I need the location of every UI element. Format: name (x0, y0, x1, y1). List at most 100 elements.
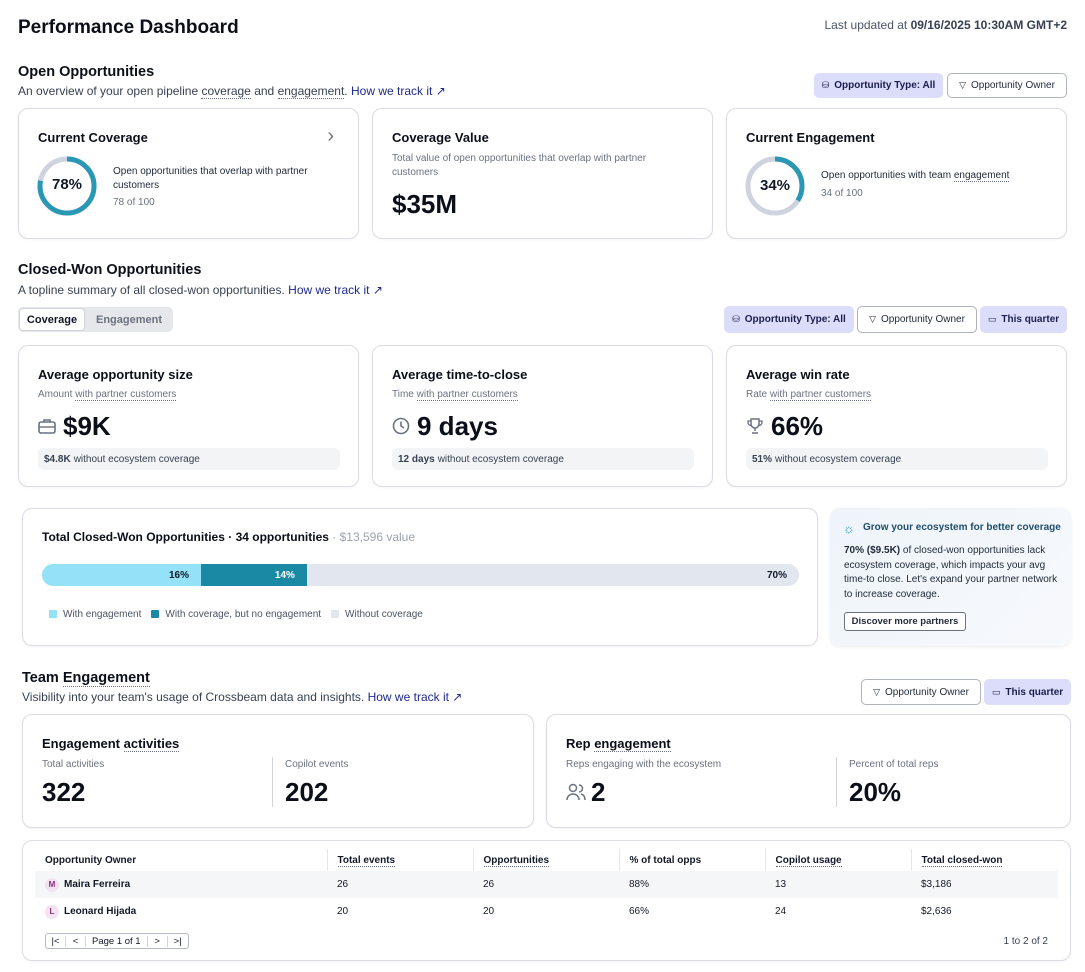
coverage-stacked-bar: 16% 14% 70% (42, 564, 799, 586)
card-title: Current Engagement (746, 130, 875, 145)
legend-item: With engagement (49, 609, 141, 620)
cell-pct: 66% (629, 906, 650, 917)
opportunity-owner-filter[interactable]: ▽ Opportunity Owner (947, 73, 1067, 98)
open-opps-subtitle: An overview of your open pipeline covera… (18, 84, 446, 99)
card-title: Rep engagement (566, 736, 671, 752)
cell-opps: 26 (483, 879, 495, 890)
filter-icon: ▽ (869, 314, 876, 324)
current-coverage-card[interactable]: Current Coverage › 78% Open opportunitie… (18, 108, 359, 239)
card-title: Average time-to-close (392, 367, 528, 382)
bar-segment: 70% (306, 564, 799, 586)
period-filter[interactable]: ▭ This quarter (984, 679, 1071, 705)
col-total-closed-won[interactable]: Total closed-won (910, 849, 1058, 871)
avg-win-note: 51% without ecosystem coverage (746, 448, 1048, 470)
period-filter[interactable]: ▭ This quarter (980, 306, 1067, 333)
col-copilot-usage[interactable]: Copilot usage (764, 849, 911, 871)
engagement-term[interactable]: engagement (953, 170, 1010, 182)
team-title: Team Engagement (22, 670, 150, 687)
table-row[interactable]: M Maira Ferreira 26 26 88% 13 $3,186 (35, 871, 1058, 898)
engagement-desc: Open opportunities with team engagement (821, 170, 1010, 182)
clock-icon (392, 417, 410, 435)
page-title: Performance Dashboard (18, 17, 239, 38)
col-opportunity-owner[interactable]: Opportunity Owner (45, 854, 137, 866)
card-title: Average opportunity size (38, 367, 193, 382)
tip-title: Grow your ecosystem for better coverage (863, 522, 1061, 533)
partner-customers-term[interactable]: with partner customers (416, 389, 518, 401)
opportunity-type-filter[interactable]: ⛁ Opportunity Type: All (724, 306, 854, 333)
cell-copilot: 13 (775, 879, 787, 890)
coverage-donut (37, 156, 97, 216)
cell-copilot: 24 (775, 906, 787, 917)
team-subtitle: Visibility into your team's usage of Cro… (22, 690, 463, 704)
col-percent-total-opps[interactable]: % of total opps (618, 849, 765, 871)
coverage-term[interactable]: coverage (201, 84, 251, 99)
chevron-right-icon[interactable]: › (327, 125, 334, 147)
how-we-track-link[interactable]: How we track it ↗ (350, 84, 446, 98)
percent-reps-value: 20% (849, 777, 902, 807)
stack-icon: ⛁ (732, 314, 740, 324)
pagination: |< < Page 1 of 1 > >| (45, 933, 189, 949)
stack-icon: ⛁ (821, 80, 830, 90)
bar-segment-label: 70% (766, 569, 787, 581)
activities-term[interactable]: activities (123, 736, 180, 752)
cell-closed: $2,636 (921, 906, 952, 917)
col-total-events[interactable]: Total events (326, 849, 473, 871)
table-header-row: Opportunity Owner Total events Opportuni… (35, 849, 1058, 871)
percent-reps-label: Percent of total reps (849, 759, 939, 770)
cell-pct: 88% (629, 879, 650, 890)
how-we-track-link[interactable]: How we track it ↗ (288, 283, 383, 297)
partner-customers-term[interactable]: with partner customers (769, 389, 872, 401)
briefcase-icon (38, 419, 56, 434)
engagement-term[interactable]: engagement (277, 84, 345, 99)
next-page-icon[interactable]: > (148, 935, 168, 947)
engagement-term[interactable]: engagement (594, 736, 671, 752)
divider (272, 757, 273, 807)
engagement-term[interactable]: Engagement (62, 670, 150, 687)
legend-item: With coverage, but no engagement (151, 609, 321, 620)
coverage-count: 78 of 100 (113, 197, 155, 208)
users-icon (566, 783, 586, 801)
legend-label: Without coverage (345, 609, 423, 620)
page-indicator: Page 1 of 1 (86, 935, 148, 947)
partner-customers-term[interactable]: with partner customers (75, 389, 177, 401)
pagination-range: 1 to 2 of 2 (1003, 936, 1048, 947)
divider (836, 757, 837, 807)
open-opps-title: Open Opportunities (18, 64, 155, 80)
avg-win-value: 66% (771, 411, 824, 441)
last-updated: Last updated at 09/16/2025 10:30AM GMT+2 (824, 18, 1068, 32)
legend-label: With engagement (63, 609, 142, 620)
discover-partners-button[interactable]: Discover more partners (844, 612, 966, 631)
bar-segment: 14% (200, 564, 307, 586)
bar-segment: 16% (42, 564, 201, 586)
coverage-desc: Open opportunities that overlap with par… (113, 166, 308, 191)
avg-time-to-close-card: Average time-to-close Time with partner … (372, 345, 713, 487)
avatar: M (45, 877, 59, 892)
card-subtitle: Time with partner customers (392, 389, 518, 401)
avg-size-note: $4.8K without ecosystem coverage (38, 448, 340, 470)
bar-legend: With engagement With coverage, but no eng… (49, 609, 423, 620)
tab-coverage[interactable]: Coverage (19, 308, 85, 331)
table-row[interactable]: L Leonard Hijada 20 20 66% 24 $2,636 (35, 898, 1058, 925)
prev-page-icon[interactable]: < (66, 935, 86, 947)
owner-name: Maira Ferreira (64, 878, 131, 890)
total-closed-won-card: Total Closed-Won Opportunities · 34 oppo… (22, 508, 818, 646)
total-activities-value: 322 (42, 777, 86, 807)
engagement-activities-card: Engagement activities Total activities 3… (22, 714, 534, 828)
total-activities-label: Total activities (42, 759, 105, 770)
legend-item: Without coverage (331, 609, 423, 620)
filter-icon: ▽ (873, 686, 880, 697)
external-arrow-icon: ↗ (452, 690, 463, 704)
opportunity-type-filter[interactable]: ⛁ Opportunity Type: All (814, 73, 943, 98)
opportunity-owner-filter[interactable]: ▽ Opportunity Owner (857, 306, 977, 333)
how-we-track-link[interactable]: How we track it ↗ (367, 690, 463, 704)
card-title: Current Coverage (38, 130, 148, 145)
first-page-icon[interactable]: |< (46, 935, 66, 947)
last-page-icon[interactable]: >| (173, 935, 182, 947)
reps-engaging-label: Reps engaging with the ecosystem (566, 759, 722, 770)
copilot-events-value: 202 (285, 777, 329, 807)
tab-engagement[interactable]: Engagement (95, 313, 162, 326)
opportunity-owner-filter[interactable]: ▽ Opportunity Owner (861, 679, 981, 705)
donut-fill (745, 156, 805, 216)
external-arrow-icon: ↗ (435, 84, 446, 98)
col-opportunities[interactable]: Opportunities (472, 849, 619, 871)
